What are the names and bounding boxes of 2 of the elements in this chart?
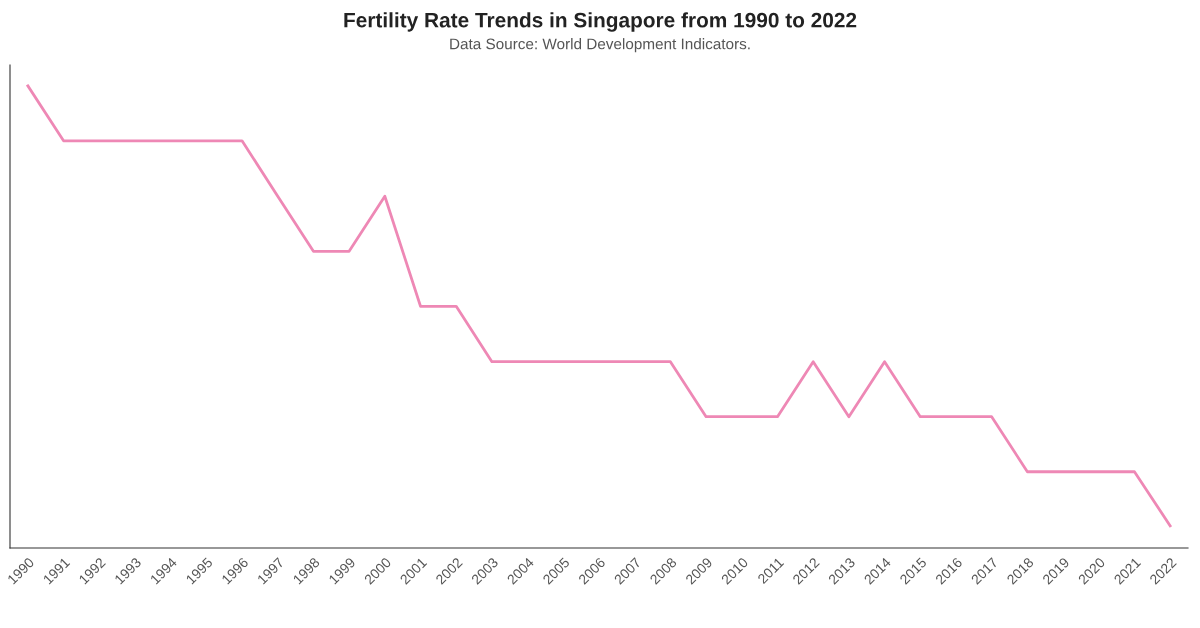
chart-title: Fertility Rate Trends in Singapore from 1990 to 2022: [344, 12, 857, 32]
chart-subtitle: Data Source: World Development Indicators.: [450, 38, 750, 53]
